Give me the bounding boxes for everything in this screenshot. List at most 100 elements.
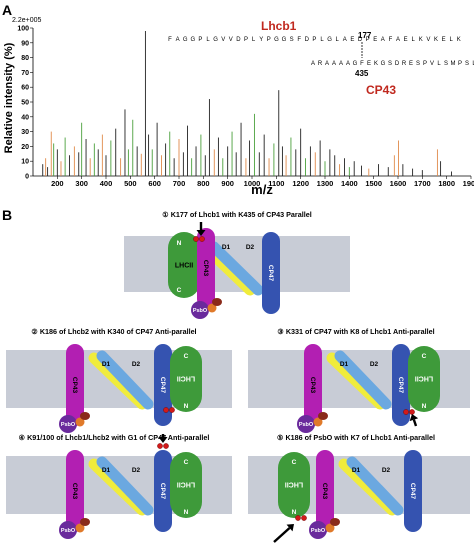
y-tick-label: 80 (21, 55, 29, 62)
crosslink-dot (193, 236, 199, 242)
brown-subunit (212, 298, 222, 306)
crosslink-dot (403, 409, 409, 415)
lhcii (170, 452, 202, 518)
panel-b-diagrams: ① K177 of Lhcb1 with K435 of CP43 Parall… (6, 210, 470, 543)
scenario-3-title: ③ K331 of CP47 with K8 of Lhcb1 Anti-par… (277, 327, 434, 336)
y-tick-labels: 0 10 20 30 40 50 60 70 80 90 100 (17, 26, 33, 181)
lhcii-label: LHCII (175, 262, 193, 269)
cp43-label: CP43 (309, 377, 316, 394)
peptide-2-residue: 435 (355, 69, 369, 78)
y-tick-label: 0 (25, 174, 29, 181)
sequence-residue: P (423, 61, 427, 67)
x-tick-label: 1100 (268, 179, 284, 188)
brown-subunit (330, 518, 340, 526)
sequence-residue: A (311, 61, 315, 67)
d1-label: D1 (222, 244, 231, 251)
brown-subunit (318, 412, 328, 420)
c-terminus-label: C (184, 459, 189, 466)
y-tick-label: 40 (21, 114, 29, 121)
sequence-residue: A (325, 61, 329, 67)
lhcii (170, 346, 202, 412)
x-tick-label: 1500 (365, 179, 382, 188)
y-tick-label: 20 (21, 144, 29, 151)
y-axis-label: Relative intensity (%) (3, 42, 15, 153)
peptide-1-residue: 177 (358, 31, 372, 40)
sequence-residue: G (353, 61, 358, 67)
cp43-label: CP43 (321, 483, 328, 500)
sequence-residue: A (339, 61, 343, 67)
scenario-4: ④ K91/100 of Lhcb1/Lhcb2 with G1 of CP47… (6, 433, 232, 539)
sequence-residue: A (396, 37, 400, 43)
x-tick-label: 900 (221, 179, 234, 188)
lhcii (168, 232, 200, 298)
d1-helix (96, 350, 154, 410)
psbo-label: PsbO (193, 308, 208, 314)
peptide-2-name: CP43 (366, 83, 396, 97)
sequence-residue: F (168, 37, 172, 43)
x-tick-label: 1300 (317, 179, 334, 188)
orange-subunit (207, 303, 217, 313)
sequence-residue: E (373, 37, 377, 43)
x-tick-label: 1800 (438, 179, 455, 188)
n-terminus-label: N (292, 509, 297, 516)
sequence-residue: E (367, 61, 371, 67)
crosslink-dot (169, 407, 175, 413)
cp47-label: CP47 (409, 483, 416, 500)
d2-label: D2 (132, 467, 141, 474)
sequence-residue: A (332, 61, 336, 67)
d2-label: D2 (132, 361, 141, 368)
d1-label: D1 (102, 467, 111, 474)
x-tick-label: 700 (173, 179, 186, 188)
sequence-residue: L (437, 61, 441, 67)
psbo-subunit (59, 521, 77, 539)
cp43-label: CP43 (202, 260, 209, 277)
sequence-residue: S (444, 61, 448, 67)
x-tick-label: 400 (100, 179, 113, 188)
y-tick-label: 70 (21, 70, 29, 77)
cp47-label: CP47 (159, 377, 166, 394)
sequence-residue: R (318, 61, 323, 67)
sequence-residue: L (206, 37, 210, 43)
panel-b-label: B (2, 207, 12, 223)
sequence-residue: E (404, 37, 408, 43)
sequence-residue: A (343, 37, 347, 43)
y-tick-label: 90 (21, 40, 29, 47)
sequence-residue: S (388, 61, 392, 67)
cp43 (66, 344, 84, 426)
crosslink-dot (301, 515, 307, 521)
psbo-label: PsbO (61, 422, 76, 428)
n-terminus-label: N (177, 240, 182, 247)
lhcii-label: LHCII (177, 481, 195, 488)
crosslink-dot (199, 236, 205, 242)
sequence-residue: F (389, 37, 393, 43)
arrow-icon (273, 527, 291, 543)
scenario-2-title: ② K186 of Lhcb2 with K340 of CP47 Anti-p… (31, 327, 196, 336)
n-terminus-label: N (184, 509, 189, 516)
x-tick-labels: 200 300 400 500 600 700 800 900 1000 1100 1200 1300… (51, 176, 474, 188)
d1-helix (334, 350, 392, 410)
sequence-residue: P (267, 37, 271, 43)
sequence-residue: K (419, 37, 423, 43)
cp47-label: CP47 (397, 377, 404, 394)
d1-helix (96, 456, 154, 516)
sequence-residue: V (229, 37, 233, 43)
lhcii (278, 452, 310, 518)
sequence-residue: D (358, 37, 363, 43)
sequence-residue: G (282, 37, 287, 43)
d1-label: D1 (340, 361, 349, 368)
sequence-residue: D (395, 61, 400, 67)
sequence-residue: M (451, 61, 456, 67)
crosslink-dot (157, 443, 163, 449)
x-tick-label: 500 (124, 179, 137, 188)
lhcii-label: LHCII (415, 375, 433, 382)
x-tick-label: 300 (75, 179, 88, 188)
cp43 (197, 228, 215, 308)
x-axis-label: m/z (251, 182, 273, 197)
x-tick-label: 1200 (292, 179, 309, 188)
d1-label: D1 (102, 361, 111, 368)
sequence-residue: F (297, 37, 301, 43)
sequence-residue: E (350, 37, 354, 43)
sequence-residue: G (213, 37, 218, 43)
cp47-label: CP47 (159, 483, 166, 500)
